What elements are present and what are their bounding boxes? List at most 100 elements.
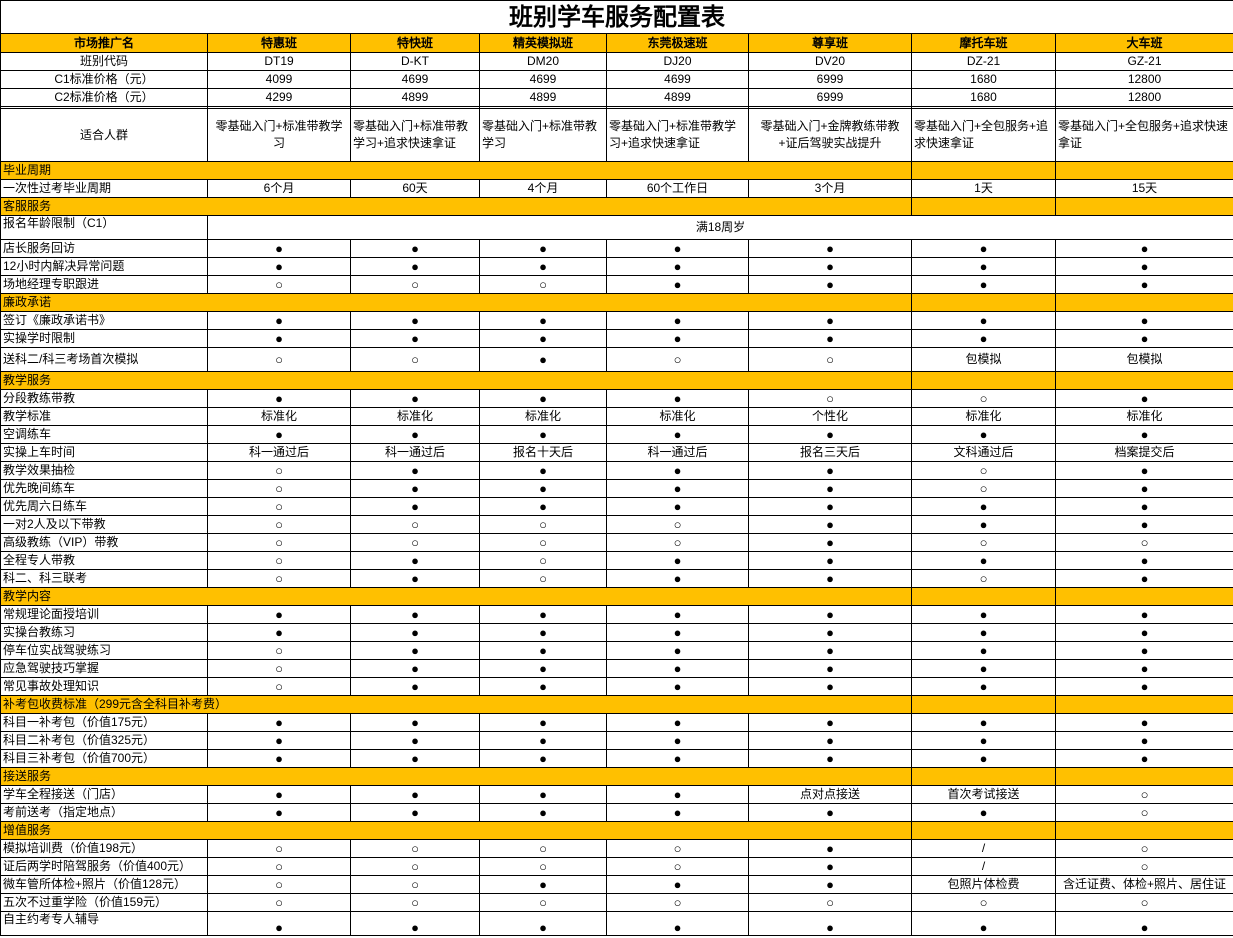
cell-value: 1680 [911,88,1056,107]
cell-value: DM20 [479,52,607,71]
included-dot-icon: ● [479,713,607,732]
included-dot-icon: ● [479,311,607,330]
included-dot-icon: ● [1055,659,1233,678]
not-included-circle-icon: ○ [207,677,351,696]
not-included-circle-icon: ○ [207,875,351,894]
included-dot-icon: ● [479,641,607,660]
not-included-circle-icon: ○ [207,461,351,480]
included-dot-icon: ● [207,713,351,732]
included-dot-icon: ● [911,551,1056,570]
cell-value: GZ-21 [1055,52,1233,71]
included-dot-icon: ● [606,479,749,498]
not-included-circle-icon: ○ [207,857,351,876]
included-dot-icon: ● [606,731,749,750]
included-dot-icon: ● [1055,239,1233,258]
not-included-circle-icon: ○ [1055,803,1233,822]
row-label: 科目一补考包（价值175元） [0,713,208,732]
row-label: 全程专人带教 [0,551,208,570]
included-dot-icon: ● [748,533,912,552]
section-row: 毕业周期 [0,161,1233,180]
included-dot-icon: ● [911,641,1056,660]
included-dot-icon: ● [748,311,912,330]
included-dot-icon: ● [748,677,912,696]
cell-value: / [911,839,1056,858]
not-included-circle-icon: ○ [207,275,351,294]
included-dot-icon: ● [748,911,912,936]
not-included-circle-icon: ○ [207,839,351,858]
included-dot-icon: ● [606,911,749,936]
included-dot-icon: ● [1055,275,1233,294]
cell-value: 档案提交后 [1055,443,1233,462]
included-dot-icon: ● [479,605,607,624]
included-dot-icon: ● [1055,911,1233,936]
cell-value: 报名三天后 [748,443,912,462]
cell-value: 零基础入门+金牌教练带教+证后驾驶实战提升 [748,108,912,162]
included-dot-icon: ● [911,257,1056,276]
cell-value: 文科通过后 [911,443,1056,462]
row-label: 模拟培训费（价值198元） [0,839,208,858]
cell-value: 零基础入门+标准带教学习 [207,108,351,162]
cell-value: 12800 [1055,88,1233,107]
section-cell [911,371,1056,390]
row-label: 适合人群 [0,108,208,162]
section-title: 毕业周期 [0,161,912,180]
not-included-circle-icon: ○ [911,479,1056,498]
included-dot-icon: ● [350,713,480,732]
not-included-circle-icon: ○ [479,569,607,588]
not-included-circle-icon: ○ [1055,857,1233,876]
included-dot-icon: ● [911,749,1056,768]
not-included-circle-icon: ○ [1055,533,1233,552]
included-dot-icon: ● [748,803,912,822]
section-row: 教学内容 [0,587,1233,606]
row-label: 自主约考专人辅导 [0,911,208,936]
not-included-circle-icon: ○ [606,533,749,552]
included-dot-icon: ● [479,257,607,276]
included-dot-icon: ● [479,389,607,408]
included-dot-icon: ● [606,497,749,516]
included-dot-icon: ● [606,461,749,480]
included-dot-icon: ● [748,497,912,516]
section-title: 补考包收费标准（299元含全科目补考费） [0,695,912,714]
included-dot-icon: ● [207,911,351,936]
cell-value: 标准化 [350,407,480,426]
section-cell [911,767,1056,786]
not-included-circle-icon: ○ [479,839,607,858]
included-dot-icon: ● [911,311,1056,330]
not-included-circle-icon: ○ [207,479,351,498]
included-dot-icon: ● [748,713,912,732]
included-dot-icon: ● [1055,641,1233,660]
cell-value: 标准化 [911,407,1056,426]
row-label: C1标准价格（元） [0,70,208,89]
included-dot-icon: ● [748,275,912,294]
cell-value: 4099 [207,70,351,89]
not-included-circle-icon: ○ [207,347,351,372]
included-dot-icon: ● [350,569,480,588]
section-row: 廉政承诺 [0,293,1233,312]
included-dot-icon: ● [350,911,480,936]
included-dot-icon: ● [606,569,749,588]
not-included-circle-icon: ○ [606,515,749,534]
cell-value: 个性化 [748,407,912,426]
not-included-circle-icon: ○ [911,461,1056,480]
header-label: 市场推广名 [0,33,208,53]
cell-value: 4899 [479,88,607,107]
section-row: 增值服务 [0,821,1233,840]
included-dot-icon: ● [1055,605,1233,624]
included-dot-icon: ● [350,461,480,480]
not-included-circle-icon: ○ [479,533,607,552]
not-included-circle-icon: ○ [911,389,1056,408]
included-dot-icon: ● [479,479,607,498]
section-cell [1055,371,1233,390]
row-label: 12小时内解决异常问题 [0,257,208,276]
row-label: 班别代码 [0,52,208,71]
included-dot-icon: ● [748,659,912,678]
cell-value: 零基础入门+全包服务+追求快速拿证 [1055,108,1233,162]
table-row: 常规理论面授培训 ● ● ● ● ● ● ● [0,605,1233,624]
included-dot-icon: ● [479,329,607,348]
cell-value: 60天 [350,179,480,198]
not-included-circle-icon: ○ [207,551,351,570]
not-included-circle-icon: ○ [479,515,607,534]
not-included-circle-icon: ○ [350,533,480,552]
row-label: 分段教练带教 [0,389,208,408]
included-dot-icon: ● [606,311,749,330]
